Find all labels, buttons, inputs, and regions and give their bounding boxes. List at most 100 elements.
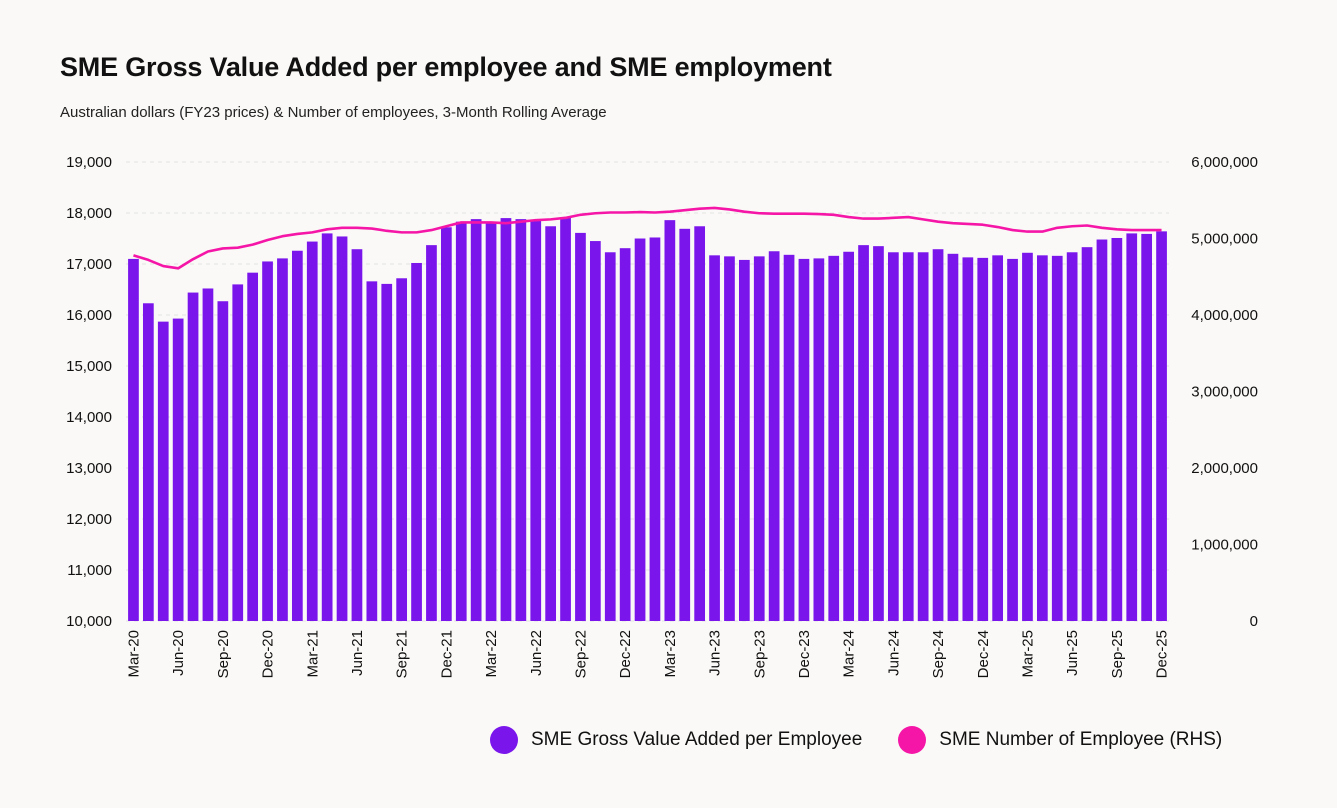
bar xyxy=(694,226,706,621)
x-tick-label: Dec-23 xyxy=(796,630,813,678)
bar xyxy=(530,219,542,621)
x-tick-label: Sep-21 xyxy=(394,630,411,678)
bar xyxy=(157,321,169,621)
x-tick-label: Jun-23 xyxy=(707,630,724,676)
bar xyxy=(932,249,944,621)
y-right-tick-label: 0 xyxy=(1250,613,1258,630)
bar xyxy=(172,318,184,621)
bar xyxy=(396,278,408,621)
bar xyxy=(709,255,720,621)
bar xyxy=(768,251,780,621)
bar xyxy=(813,258,825,621)
bar xyxy=(187,292,199,621)
bar xyxy=(232,284,244,621)
bar xyxy=(947,253,959,622)
bar xyxy=(455,221,467,622)
bar xyxy=(1051,255,1063,621)
y-right-tick-label: 4,000,000 xyxy=(1191,307,1258,324)
bar xyxy=(902,252,914,621)
bar xyxy=(858,245,869,621)
legend-label-employment: SME Number of Employee (RHS) xyxy=(939,729,1223,750)
y-right-tick-label: 1,000,000 xyxy=(1191,537,1258,554)
bar xyxy=(485,222,497,621)
x-tick-label: Mar-25 xyxy=(1019,630,1036,678)
bar xyxy=(992,255,1004,621)
bar-series xyxy=(128,217,1167,622)
bar xyxy=(589,241,601,622)
bar xyxy=(1111,237,1123,622)
bar xyxy=(917,252,929,621)
y-left-tick-label: 12,000 xyxy=(66,511,112,528)
bar xyxy=(306,241,318,621)
bar xyxy=(977,257,989,621)
y-left-tick-label: 19,000 xyxy=(66,154,112,171)
bar xyxy=(366,281,378,621)
bar xyxy=(887,252,899,621)
bar xyxy=(1007,258,1018,621)
bar xyxy=(1066,252,1078,621)
legend-item-employment: SME Number of Employee (RHS) xyxy=(898,726,1222,754)
y-left-tick-label: 18,000 xyxy=(66,205,112,222)
bar xyxy=(1022,252,1033,621)
line-series xyxy=(133,206,1162,270)
x-tick-label: Jun-24 xyxy=(885,630,902,676)
y-left-tick-label: 15,000 xyxy=(66,358,112,375)
bar xyxy=(753,256,765,621)
bar xyxy=(1141,233,1153,621)
bar xyxy=(202,288,214,621)
y-right-tick-label: 3,000,000 xyxy=(1191,384,1258,401)
bar xyxy=(679,228,691,621)
bar xyxy=(470,219,482,621)
x-tick-label: Sep-23 xyxy=(751,630,768,678)
x-tick-label: Jun-20 xyxy=(170,630,187,676)
bar xyxy=(336,236,348,621)
bar xyxy=(738,259,750,621)
legend-swatch-line xyxy=(898,726,927,754)
y-left-tick-label: 10,000 xyxy=(66,613,112,630)
bar xyxy=(798,258,810,621)
bar xyxy=(321,233,333,621)
x-tick-label: Dec-20 xyxy=(260,630,277,678)
bar xyxy=(649,237,661,622)
x-tick-label: Jun-22 xyxy=(528,630,545,676)
bar xyxy=(1036,255,1048,621)
bar xyxy=(1096,239,1108,621)
bar xyxy=(142,303,154,621)
y-left-tick-label: 11,000 xyxy=(67,562,112,579)
x-tick-label: Jun-25 xyxy=(1064,630,1081,676)
right-axis-ticks: 6,000,000 5,000,000 4,000,000 3,000,000 2,00… xyxy=(1191,154,1258,630)
x-tick-label: Mar-22 xyxy=(483,630,500,678)
legend-item-gva: SME Gross Value Added per Employee xyxy=(490,726,862,754)
left-axis-ticks: 19,000 18,000 17,000 16,000 15,000 14,000 13,0… xyxy=(66,154,112,630)
y-left-tick-label: 16,000 xyxy=(66,307,112,324)
bar xyxy=(634,238,646,621)
x-tick-label: Mar-21 xyxy=(304,630,321,678)
y-right-tick-label: 2,000,000 xyxy=(1191,460,1258,477)
bar xyxy=(619,248,631,621)
x-tick-label: Mar-20 xyxy=(125,630,142,678)
x-tick-label: Sep-25 xyxy=(1109,630,1126,678)
x-tick-label: Sep-20 xyxy=(215,630,232,678)
bar xyxy=(962,257,974,621)
legend-label-gva: SME Gross Value Added per Employee xyxy=(531,729,863,750)
legend-swatch-bars xyxy=(490,726,518,754)
bar xyxy=(575,232,586,621)
x-tick-label: Dec-21 xyxy=(438,630,455,678)
y-left-tick-label: 17,000 xyxy=(66,256,112,273)
bar xyxy=(515,219,527,621)
bar xyxy=(873,246,884,621)
x-tick-label: Sep-22 xyxy=(572,630,589,678)
x-tick-label: Dec-22 xyxy=(617,630,634,678)
y-right-tick-label: 6,000,000 xyxy=(1191,154,1258,171)
legend: SME Gross Value Added per Employee SME N… xyxy=(490,726,1258,754)
bar xyxy=(440,227,452,621)
bar xyxy=(560,217,571,621)
bar xyxy=(783,254,795,621)
bar xyxy=(1156,231,1167,622)
bar xyxy=(411,262,422,621)
y-right-tick-label: 5,000,000 xyxy=(1191,231,1258,248)
bar xyxy=(381,283,393,621)
chart-title: SME Gross Value Added per employee and S… xyxy=(60,52,832,82)
x-tick-label: Dec-25 xyxy=(1154,630,1171,678)
bar xyxy=(351,249,363,621)
